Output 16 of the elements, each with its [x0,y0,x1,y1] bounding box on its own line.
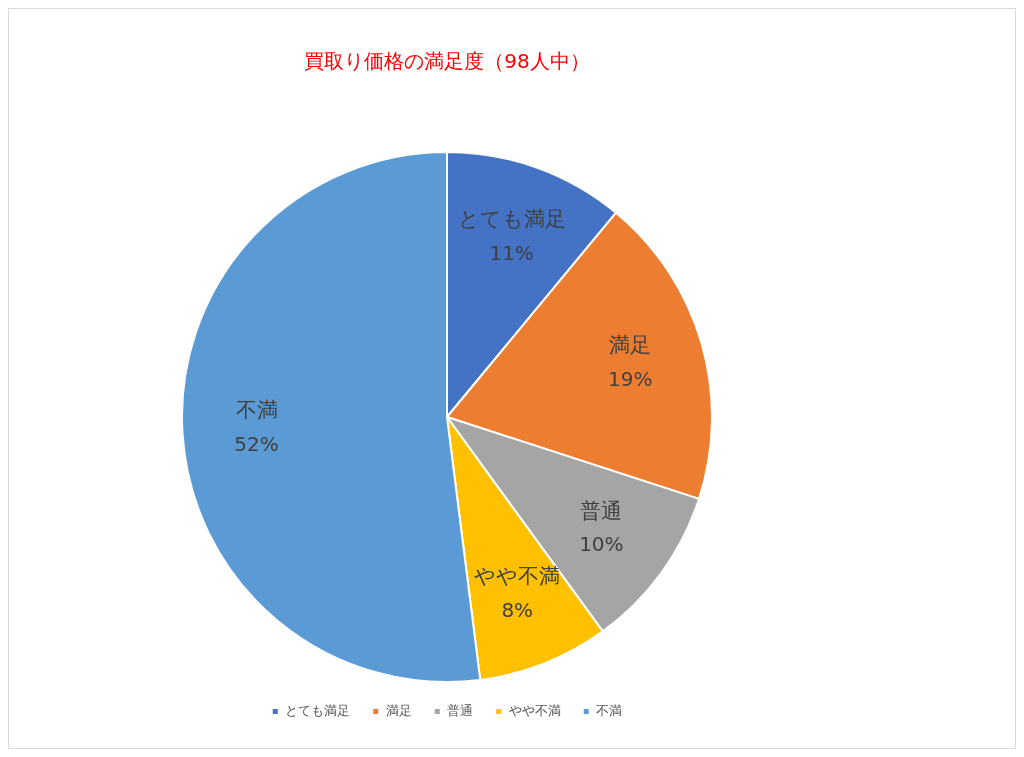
data-label: 11% [489,240,534,265]
data-label: 52% [234,432,279,457]
legend-label: 満足 [385,702,412,718]
legend-label: とても満足 [285,702,351,718]
slice-label: やや不満 [474,563,561,588]
data-label: 10% [579,532,624,557]
legend-label: やや不満 [508,702,561,718]
slice-label: とても満足 [457,206,566,231]
legend-label: 普通 [447,702,474,718]
legend-label: 不満 [596,702,623,718]
data-label: 8% [501,597,534,622]
slice-label: 満足 [609,333,652,358]
chart-title: 買取り価格の満足度（98人中） [304,49,590,74]
slice-label: 不満 [235,398,278,423]
slice-label: 普通 [580,498,623,523]
data-label: 19% [608,366,653,391]
